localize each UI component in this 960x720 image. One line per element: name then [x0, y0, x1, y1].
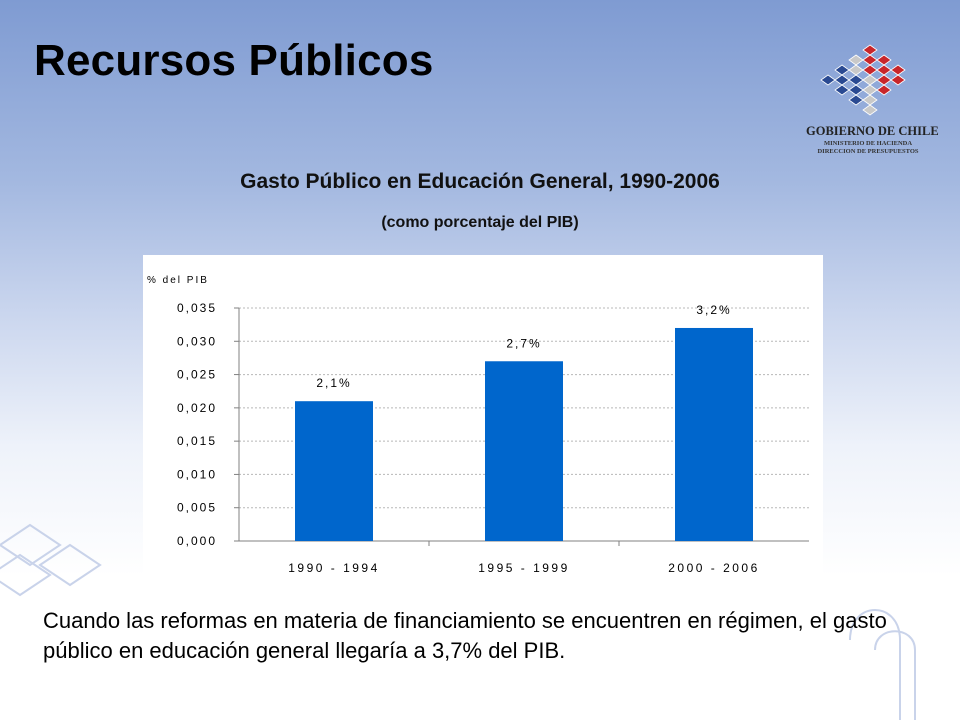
gobierno-de-chile-logo: GOBIERNO DE CHILE MINISTERIO DE HACIENDA…	[806, 44, 939, 158]
chart-title: Gasto Público en Educación General, 1990…	[240, 170, 720, 193]
data-label: 3,2%	[696, 303, 731, 317]
y-tick-label: 0,005	[177, 501, 217, 515]
y-tick-label: 0,010	[177, 467, 217, 481]
logo-emblem-icon	[820, 44, 906, 116]
bar-chart: % del PIB 0,000 0,005 0,010 0,015 0,020 0,025 0…	[143, 255, 823, 586]
slide-caption: Cuando las reformas en materia de financ…	[43, 608, 887, 663]
bar-3	[675, 327, 753, 541]
y-tick-label: 0,030	[177, 334, 217, 348]
bar-1	[295, 401, 373, 541]
x-category-label: 1995 - 1999	[478, 561, 570, 575]
y-tick-label: 0,000	[177, 534, 217, 548]
x-category-label: 1990 - 1994	[288, 561, 380, 575]
y-tick-label: 0,025	[177, 368, 217, 382]
y-axis-label: % del PIB	[147, 275, 209, 286]
slide-title: Recursos Públicos	[34, 36, 434, 85]
logo-text-direccion: DIRECCION DE PRESUPUESTOS	[817, 148, 919, 155]
chart-subtitle: (como porcentaje del PIB)	[381, 214, 579, 231]
y-tick-label: 0,020	[177, 401, 217, 415]
chart-canvas: % del PIB 0,000 0,005 0,010 0,015 0,020 0,025 0…	[147, 275, 809, 575]
logo-text-ministerio: MINISTERIO DE HACIENDA	[823, 140, 913, 147]
y-tick-label: 0,035	[177, 301, 217, 315]
bar-2	[485, 361, 563, 541]
y-tick-label: 0,015	[177, 434, 217, 448]
data-label: 2,7%	[506, 336, 541, 350]
data-label: 2,1%	[316, 376, 351, 390]
logo-text-gobierno: GOBIERNO DE CHILE	[806, 124, 939, 138]
x-category-label: 2000 - 2006	[668, 561, 760, 575]
